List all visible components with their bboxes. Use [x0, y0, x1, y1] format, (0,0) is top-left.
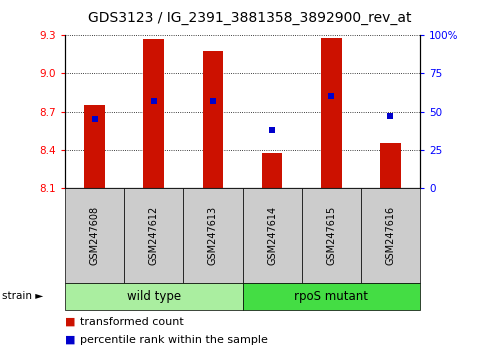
Text: GSM247612: GSM247612: [149, 206, 159, 265]
Text: GDS3123 / IG_2391_3881358_3892900_rev_at: GDS3123 / IG_2391_3881358_3892900_rev_at: [88, 11, 412, 25]
Text: rpoS mutant: rpoS mutant: [294, 290, 368, 303]
Bar: [262, 153, 282, 188]
Bar: [144, 39, 164, 188]
Bar: [84, 105, 105, 188]
Text: strain ►: strain ►: [2, 291, 44, 302]
Text: GSM247608: GSM247608: [90, 206, 100, 265]
Text: GSM247613: GSM247613: [208, 206, 218, 265]
Text: ■: ■: [65, 335, 76, 345]
Text: GSM247615: GSM247615: [326, 206, 336, 265]
Bar: [202, 51, 224, 188]
Text: ■: ■: [65, 317, 76, 327]
Text: wild type: wild type: [126, 290, 181, 303]
Bar: [321, 38, 342, 188]
Bar: [380, 143, 401, 188]
Text: transformed count: transformed count: [80, 317, 184, 327]
Text: GSM247614: GSM247614: [267, 206, 277, 265]
Text: GSM247616: GSM247616: [386, 206, 396, 265]
Text: percentile rank within the sample: percentile rank within the sample: [80, 335, 268, 345]
